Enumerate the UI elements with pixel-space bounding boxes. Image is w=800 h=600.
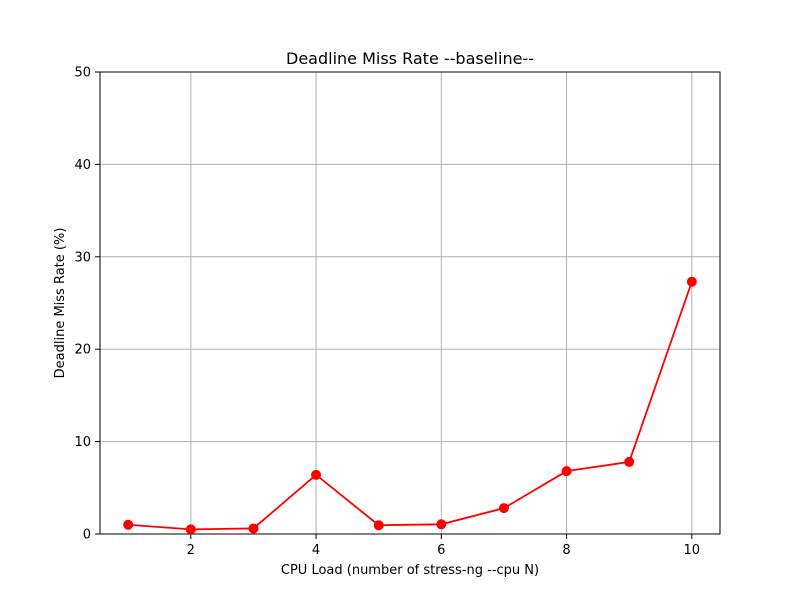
x-tick-label: 2 (187, 543, 195, 558)
series-line (128, 281, 693, 531)
plot-area-frame (99, 71, 721, 535)
data-point (185, 524, 196, 535)
x-tick-label: 8 (562, 543, 570, 558)
data-point (373, 520, 384, 531)
data-point (123, 519, 134, 530)
x-tick-label: 6 (437, 543, 445, 558)
axis-ticks: 2 4 6 8 10 0 10 20 30 40 50 (74, 66, 700, 559)
data-point (498, 503, 509, 514)
y-tick-label: 10 (74, 435, 91, 450)
data-point (686, 276, 697, 287)
x-axis-label: CPU Load (number of stress-ng --cpu N) (281, 563, 539, 578)
data-point (624, 456, 635, 467)
y-tick-label: 50 (74, 66, 91, 81)
data-point (561, 466, 572, 477)
data-point (248, 523, 259, 534)
series (123, 276, 697, 535)
y-axis-label: Deadline Miss Rate (%) (53, 228, 68, 379)
data-point (311, 469, 322, 480)
y-tick-label: 40 (74, 158, 91, 173)
chart-title: Deadline Miss Rate --baseline-- (286, 49, 534, 68)
x-tick-label: 10 (684, 543, 701, 558)
y-tick-label: 20 (74, 343, 91, 358)
y-tick-label: 30 (74, 250, 91, 265)
y-tick-label: 0 (83, 528, 91, 543)
x-tick-label: 4 (312, 543, 320, 558)
data-point (436, 519, 447, 530)
